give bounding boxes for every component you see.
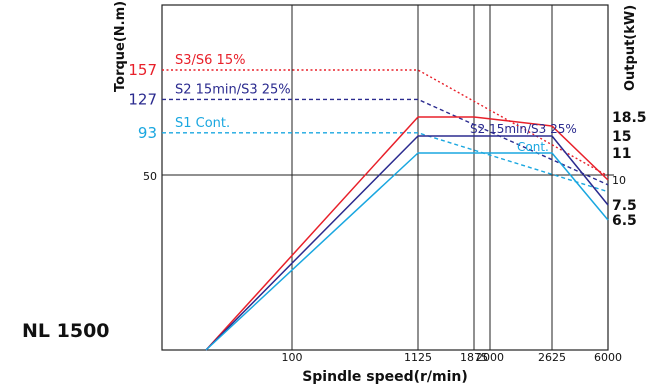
model-label: NL 1500: [22, 320, 110, 342]
output-line-1: [205, 116, 609, 351]
series-layer: [162, 69, 609, 351]
output-label-cyan: Cont.: [517, 140, 549, 154]
y-axis-right-label: Output(kW): [623, 5, 638, 91]
right-tick-label-15: 15: [612, 129, 631, 145]
torque-legend-label-1: S3/S6 15%: [175, 53, 245, 68]
y-axis-left-label: Torque(N.m): [113, 1, 128, 92]
output-line-2: [205, 135, 609, 351]
left-tick-label-93: 93: [138, 124, 157, 142]
right-tick-label-11: 11: [612, 146, 631, 162]
x-tick-label-2625: 2625: [538, 351, 566, 364]
torque-legend-label-2: S2 15min/S3 25%: [175, 82, 291, 97]
right-tick-label-7-5: 7.5: [612, 198, 637, 214]
x-tick-label-1875: 1875: [460, 351, 488, 364]
torque-line-2: [162, 98, 609, 186]
torque-legend-label-3: S1 Cont.: [175, 116, 230, 131]
x-tick-label-2000: 2000: [476, 351, 504, 364]
left-tick-label-127: 127: [128, 90, 157, 108]
x-tick-label-1125: 1125: [404, 351, 432, 364]
left-tick-label-157: 157: [128, 61, 157, 79]
right-tick-label-18-5: 18.5: [612, 110, 647, 126]
torque-line-1: [162, 69, 609, 177]
grid-lines: [162, 5, 614, 350]
right-tick-label-6-5: 6.5: [612, 213, 637, 229]
left-tick-label-50: 50: [143, 170, 157, 183]
output-label-navy: S2 15min/S3 25%: [470, 122, 577, 136]
x-tick-label-6000: 6000: [594, 351, 622, 364]
output-line-3: [205, 152, 609, 351]
x-axis-label: Spindle speed(r/min): [302, 369, 468, 385]
torque-line-3: [162, 132, 609, 193]
right-tick-label-10: 10: [612, 174, 626, 187]
x-tick-label-100: 100: [282, 351, 303, 364]
